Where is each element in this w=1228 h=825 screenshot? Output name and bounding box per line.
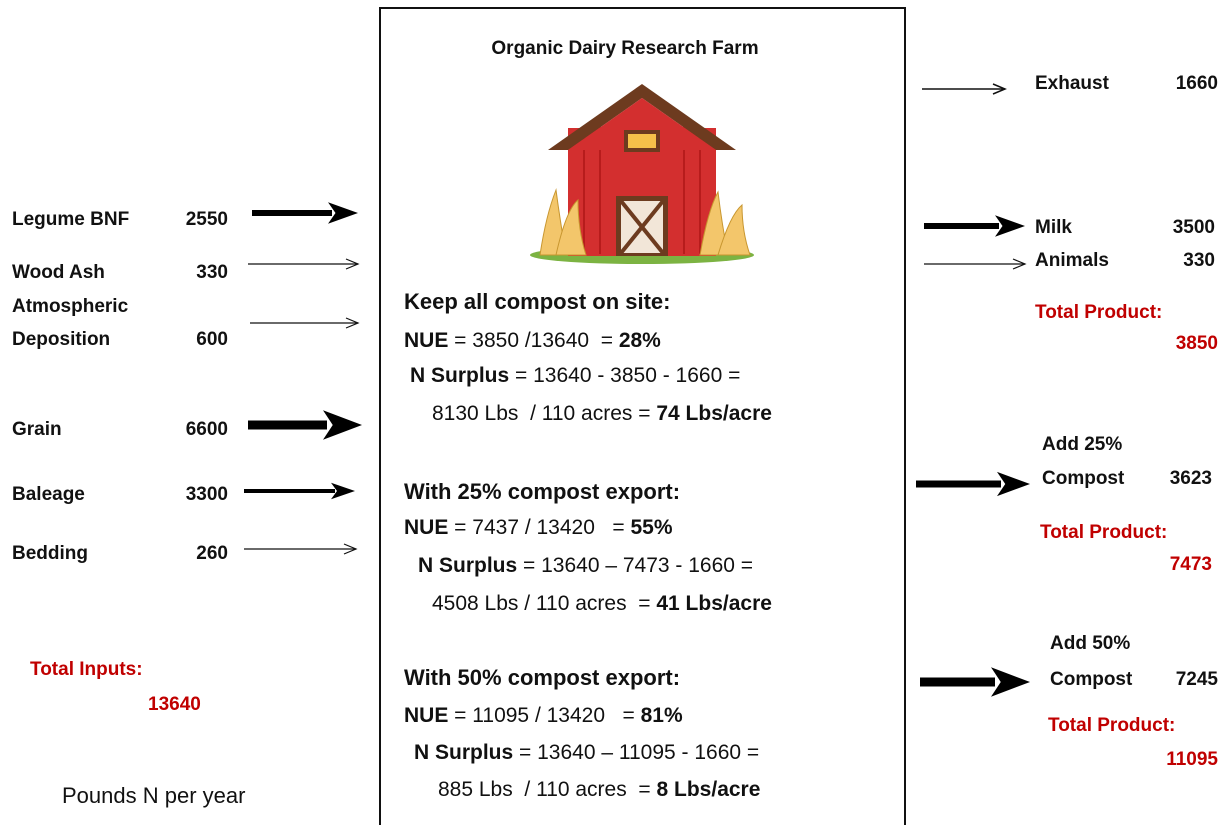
text-run: N Surplus: [410, 364, 509, 387]
scenario-heading: With 25% compost export:: [404, 479, 680, 504]
input-label: Legume BNF: [12, 209, 129, 230]
input-label: Atmospheric: [12, 296, 129, 317]
export-label: Compost: [1050, 669, 1133, 690]
output-value: 3500: [1173, 217, 1215, 238]
total-product-label: Total Product:: [1035, 302, 1162, 323]
arrow: [992, 83, 1007, 95]
total-product-value: 11095: [1166, 749, 1218, 770]
input-value: 260: [196, 543, 228, 564]
output-value: 1660: [1176, 73, 1218, 94]
total-product-label: Total Product:: [1048, 715, 1175, 736]
input-label: Bedding: [12, 543, 88, 564]
input-value: 330: [196, 262, 228, 283]
input-value: 3300: [186, 484, 228, 505]
text-run: N Surplus: [414, 741, 513, 764]
export-value: 7245: [1176, 669, 1219, 690]
output-value: 330: [1183, 250, 1215, 271]
total-inputs-label: Total Inputs:: [30, 659, 143, 680]
total-product-value: 7473: [1170, 554, 1212, 575]
output-label: Exhaust: [1035, 73, 1110, 94]
arrow: [991, 667, 1030, 697]
text-run: N Surplus: [418, 554, 517, 577]
input-label: Baleage: [12, 484, 85, 505]
text-run: 4508 Lbs / 110 acres =: [432, 592, 656, 615]
scenario-line: 8130 Lbs / 110 acres = 74 Lbs/acre: [432, 402, 772, 425]
scenarios: Keep all compost on site: NUE = 3850 /13…: [404, 289, 772, 801]
text-run: = 13640 – 7473 - 1660 =: [517, 554, 753, 577]
total-product-value: 3850: [1176, 333, 1218, 354]
arrow: [328, 202, 358, 224]
text-run: 885 Lbs / 110 acres =: [438, 778, 657, 801]
title: Organic Dairy Research Farm: [491, 38, 758, 59]
text-run: = 13640 – 11095 - 1660 =: [513, 741, 759, 764]
barn: [530, 84, 754, 264]
input-label: Grain: [12, 419, 62, 440]
arrow: [995, 215, 1025, 237]
export-label: Compost: [1042, 468, 1125, 489]
units: Pounds N per year: [62, 783, 245, 808]
text-run: NUE: [404, 516, 448, 539]
total-inputs-value: 13640: [148, 694, 201, 715]
export-label: Add 50%: [1050, 633, 1130, 654]
scenario-line: NUE = 3850 /13640 = 28%: [404, 329, 661, 352]
text-run: 81%: [641, 704, 683, 727]
scenario-line: NUE = 7437 / 13420 = 55%: [404, 516, 673, 539]
scenario-heading: With 50% compost export:: [404, 665, 680, 690]
scenario-line: 885 Lbs / 110 acres = 8 Lbs/acre: [438, 778, 760, 801]
arrow: [345, 258, 360, 270]
outputs: Exhaust 1660 Milk 3500 Animals 330 Total…: [1035, 73, 1218, 770]
scenario-line: N Surplus = 13640 – 7473 - 1660 =: [418, 554, 753, 577]
input-value: 6600: [186, 419, 228, 440]
scenario-line: NUE = 11095 / 13420 = 81%: [404, 704, 683, 727]
scenario-heading: Keep all compost on site:: [404, 289, 671, 314]
text-run: = 13640 - 3850 - 1660 =: [509, 364, 740, 387]
arrow: [323, 410, 362, 440]
inputs: Legume BNF 2550 Wood Ash 330 Atmospheric…: [12, 209, 245, 808]
text-run: 41 Lbs/acre: [656, 592, 772, 615]
export-value: 3623: [1170, 468, 1212, 489]
text-run: 55%: [631, 516, 673, 539]
input-value: 600: [196, 329, 228, 350]
text-run: = 7437 / 13420 =: [448, 516, 630, 539]
text-run: = 3850 /13640 =: [448, 329, 618, 352]
arrow: [343, 543, 358, 555]
scenario-line: N Surplus = 13640 - 3850 - 1660 =: [410, 364, 740, 387]
scenario-line: 4508 Lbs / 110 acres = 41 Lbs/acre: [432, 592, 772, 615]
arrow: [331, 482, 355, 500]
export-label: Add 25%: [1042, 434, 1122, 455]
arrow: [345, 317, 360, 329]
text-run: 8 Lbs/acre: [657, 778, 761, 801]
arrow: [997, 471, 1030, 497]
text-run: = 11095 / 13420 =: [448, 704, 640, 727]
output-label: Milk: [1035, 217, 1072, 238]
text-run: 74 Lbs/acre: [656, 402, 772, 425]
text-run: NUE: [404, 704, 448, 727]
input-label: Deposition: [12, 329, 110, 350]
text-run: 28%: [619, 329, 661, 352]
output-label: Animals: [1035, 250, 1109, 271]
input-label: Wood Ash: [12, 262, 105, 283]
input-value: 2550: [186, 209, 228, 230]
arrow: [1012, 258, 1027, 270]
total-product-label: Total Product:: [1040, 522, 1167, 543]
scenario-line: N Surplus = 13640 – 11095 - 1660 =: [414, 741, 759, 764]
text-run: NUE: [404, 329, 448, 352]
text-run: 8130 Lbs / 110 acres =: [432, 402, 656, 425]
